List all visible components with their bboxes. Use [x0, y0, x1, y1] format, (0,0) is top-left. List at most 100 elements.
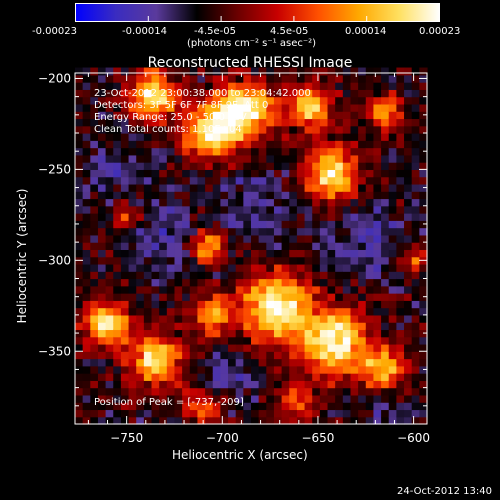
heatmap-cell — [412, 235, 420, 243]
heatmap-cell — [381, 344, 389, 352]
heatmap-cell — [213, 409, 221, 417]
heatmap-cell — [343, 118, 351, 126]
heatmap-cell — [305, 402, 313, 410]
heatmap-cell — [121, 198, 129, 206]
heatmap-cell — [274, 359, 282, 367]
heatmap-cell — [220, 388, 228, 396]
heatmap-cell — [136, 162, 144, 170]
heatmap-cell — [113, 279, 121, 287]
heatmap-cell — [251, 315, 259, 323]
heatmap-cell — [366, 133, 374, 141]
heatmap-cell — [396, 206, 404, 214]
heatmap-cell — [259, 308, 267, 316]
heatmap-cell — [320, 351, 328, 359]
heatmap-cell — [197, 257, 205, 265]
heatmap-cell — [121, 286, 129, 294]
heatmap-cell — [366, 111, 374, 119]
heatmap-cell — [412, 228, 420, 236]
heatmap-cell — [389, 235, 397, 243]
heatmap-cell — [236, 242, 244, 250]
heatmap-cell — [243, 206, 251, 214]
heatmap-cell — [404, 235, 412, 243]
heatmap-cell — [159, 366, 167, 374]
heatmap-cell — [289, 264, 297, 272]
heatmap-cell — [297, 235, 305, 243]
heatmap-cell — [136, 300, 144, 308]
heatmap-cell — [174, 344, 182, 352]
heatmap-cell — [305, 126, 313, 134]
heatmap-cell — [412, 198, 420, 206]
heatmap-cell — [113, 220, 121, 228]
heatmap-cell — [419, 359, 427, 367]
heatmap-cell — [129, 409, 137, 417]
heatmap-cell — [197, 184, 205, 192]
heatmap-cell — [205, 366, 213, 374]
heatmap-cell — [243, 315, 251, 323]
heatmap-cell — [121, 380, 129, 388]
heatmap-cell — [83, 111, 91, 119]
heatmap-cell — [350, 402, 358, 410]
heatmap-cell — [106, 257, 114, 265]
heatmap-cell — [144, 235, 152, 243]
heatmap-cell — [113, 257, 121, 265]
heatmap-cell — [75, 118, 83, 126]
heatmap-cell — [106, 206, 114, 214]
heatmap-cell — [152, 191, 160, 199]
heatmap-cell — [358, 395, 366, 403]
heatmap-cell — [289, 409, 297, 417]
heatmap-cell — [182, 388, 190, 396]
heatmap-cell — [228, 329, 236, 337]
heatmap-cell — [297, 329, 305, 337]
heatmap-cell — [282, 388, 290, 396]
heatmap-cell — [343, 162, 351, 170]
heatmap-cell — [228, 242, 236, 250]
heatmap-cell — [366, 257, 374, 265]
heatmap-cell — [389, 315, 397, 323]
heatmap-cell — [197, 169, 205, 177]
heatmap-cell — [266, 388, 274, 396]
heatmap-cell — [366, 184, 374, 192]
heatmap-cell — [419, 300, 427, 308]
heatmap-cell — [228, 373, 236, 381]
heatmap-cell — [266, 337, 274, 345]
heatmap-cell — [404, 162, 412, 170]
heatmap-cell — [312, 206, 320, 214]
heatmap-cell — [236, 315, 244, 323]
heatmap-cell — [152, 198, 160, 206]
heatmap-cell — [350, 184, 358, 192]
heatmap-cell — [305, 257, 313, 265]
heatmap-cell — [83, 417, 91, 425]
heatmap-cell — [305, 191, 313, 199]
heatmap-cell — [289, 235, 297, 243]
heatmap-cell — [358, 126, 366, 134]
heatmap-cell — [90, 409, 98, 417]
heatmap-cell — [320, 242, 328, 250]
heatmap-cell — [197, 148, 205, 156]
heatmap-cell — [259, 191, 267, 199]
heatmap-cell — [174, 366, 182, 374]
heatmap-cell — [266, 293, 274, 301]
heatmap-cell — [220, 242, 228, 250]
heatmap-cell — [412, 337, 420, 345]
heatmap-cell — [289, 133, 297, 141]
heatmap-cell — [213, 359, 221, 367]
heatmap-cell — [328, 249, 336, 257]
heatmap-cell — [373, 133, 381, 141]
heatmap-cell — [389, 82, 397, 90]
heatmap-cell — [412, 148, 420, 156]
heatmap-cell — [220, 140, 228, 148]
heatmap-cell — [251, 148, 259, 156]
heatmap-cell — [136, 184, 144, 192]
heatmap-cell — [328, 191, 336, 199]
heatmap-cell — [236, 220, 244, 228]
heatmap-cell — [159, 155, 167, 163]
heatmap-cell — [228, 213, 236, 221]
heatmap-cell — [182, 417, 190, 425]
heatmap-cell — [113, 271, 121, 279]
heatmap-cell — [404, 169, 412, 177]
heatmap-cell — [152, 220, 160, 228]
heatmap-cell — [113, 359, 121, 367]
heatmap-cell — [167, 271, 175, 279]
heatmap-cell — [251, 308, 259, 316]
heatmap-cell — [174, 140, 182, 148]
